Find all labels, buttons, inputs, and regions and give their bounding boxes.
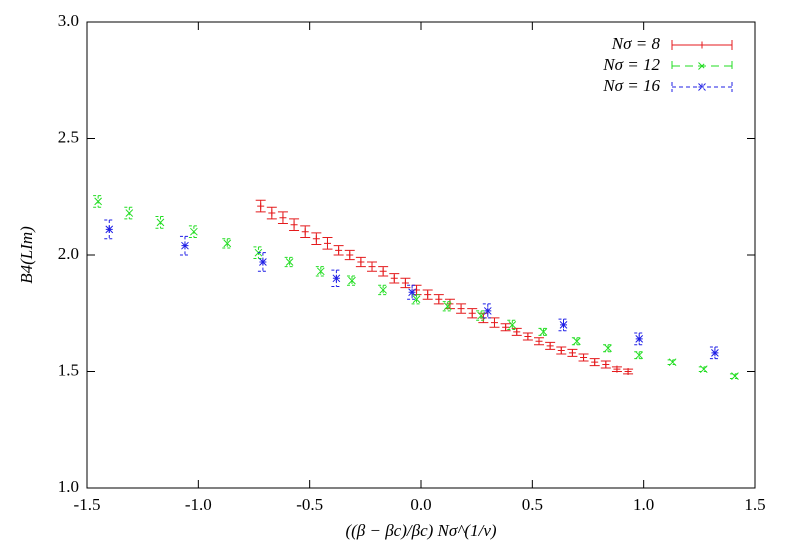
y-tick-label: 3.0 [58, 11, 79, 30]
point [257, 202, 265, 210]
point [190, 227, 198, 236]
x-axis-label: ((β − βc)/βc) Nσ^(1/ν) [345, 521, 496, 540]
error-bar [331, 269, 342, 287]
point [508, 321, 517, 329]
point [539, 328, 548, 336]
point [223, 239, 232, 248]
y-tick-label: 1.0 [58, 477, 79, 496]
point [573, 337, 581, 346]
error-bar [284, 256, 295, 268]
point [368, 263, 376, 271]
point [443, 302, 452, 311]
error-bar [411, 294, 422, 305]
point [312, 235, 320, 243]
x-tick-label: 1.0 [633, 495, 654, 514]
point [332, 274, 341, 283]
point [401, 279, 409, 287]
point [635, 335, 644, 343]
error-bar [257, 252, 268, 272]
point [348, 276, 356, 285]
point [711, 349, 719, 357]
point [468, 309, 476, 317]
point [125, 209, 134, 217]
point [524, 333, 532, 341]
point [379, 286, 388, 294]
point [591, 358, 599, 366]
point [580, 354, 588, 362]
point [357, 258, 365, 266]
error-bar [179, 235, 190, 256]
point [259, 258, 267, 266]
error-bar [104, 219, 115, 240]
point [412, 295, 421, 304]
x-tick-label: -1.5 [74, 495, 101, 514]
point [513, 328, 521, 336]
x-tick-label: -0.5 [296, 495, 323, 514]
point [156, 218, 165, 227]
point [699, 365, 708, 374]
point [502, 323, 510, 331]
point [335, 246, 343, 254]
point [268, 209, 276, 217]
point [731, 372, 739, 381]
point [408, 288, 416, 297]
x-tick-label: 1.5 [744, 495, 765, 514]
y-tick-label: 1.5 [58, 360, 79, 379]
x-tick-label: 0.0 [410, 495, 431, 514]
point [435, 295, 443, 303]
point [279, 214, 287, 222]
point [546, 342, 554, 350]
error-bar [507, 319, 518, 331]
point [290, 221, 298, 229]
error-bar [346, 275, 357, 286]
point [624, 368, 632, 375]
legend-label: Nσ = 8 [611, 34, 661, 53]
point [604, 344, 612, 353]
point [379, 267, 387, 275]
error-bar [315, 266, 326, 277]
legend-label: Nσ = 12 [602, 55, 660, 74]
x-tick-label: 0.5 [522, 495, 543, 514]
point [316, 267, 325, 276]
point [390, 274, 398, 282]
y-axis-label: B4(LIm) [17, 226, 36, 284]
point [568, 349, 576, 357]
point [602, 361, 610, 369]
error-bar [476, 310, 487, 321]
point [323, 239, 331, 247]
point [181, 241, 189, 250]
point [557, 347, 565, 355]
point [457, 305, 465, 313]
y-tick-label: 2.5 [58, 127, 79, 146]
point [285, 258, 294, 266]
point [424, 291, 432, 299]
point [105, 225, 114, 234]
point [635, 351, 644, 360]
point [346, 251, 354, 259]
x-tick-label: -1.0 [185, 495, 212, 514]
point [613, 365, 621, 373]
point [490, 319, 498, 327]
error-bar [442, 301, 453, 312]
error-bar [378, 284, 389, 296]
error-bar [222, 238, 233, 249]
point [535, 337, 543, 345]
legend-swatch [671, 61, 733, 71]
legend-swatch [671, 40, 733, 50]
legend-label: Nσ = 16 [602, 76, 660, 95]
point [301, 228, 309, 236]
point [559, 321, 568, 329]
legend-swatch [671, 82, 733, 92]
point [668, 358, 677, 367]
y-tick-label: 2.0 [58, 244, 79, 263]
point [94, 197, 102, 206]
point [483, 307, 492, 315]
